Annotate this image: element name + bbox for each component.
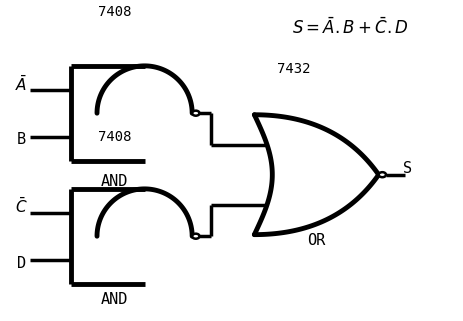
Text: OR: OR bbox=[307, 233, 325, 248]
Text: AND: AND bbox=[101, 292, 129, 307]
Text: $\bar{A}$: $\bar{A}$ bbox=[15, 75, 27, 94]
Text: S: S bbox=[403, 161, 412, 176]
Circle shape bbox=[379, 172, 386, 177]
Circle shape bbox=[192, 111, 200, 116]
Text: 7432: 7432 bbox=[276, 62, 310, 76]
Text: $S = \bar{A}.B + \bar{C}.D$: $S = \bar{A}.B + \bar{C}.D$ bbox=[292, 18, 409, 38]
Text: AND: AND bbox=[101, 174, 129, 188]
Text: D: D bbox=[17, 256, 25, 271]
Circle shape bbox=[192, 234, 200, 239]
Text: 7408: 7408 bbox=[98, 5, 131, 19]
Text: 7408: 7408 bbox=[98, 130, 131, 144]
Text: B: B bbox=[17, 133, 25, 147]
Text: $\bar{C}$: $\bar{C}$ bbox=[15, 197, 27, 216]
